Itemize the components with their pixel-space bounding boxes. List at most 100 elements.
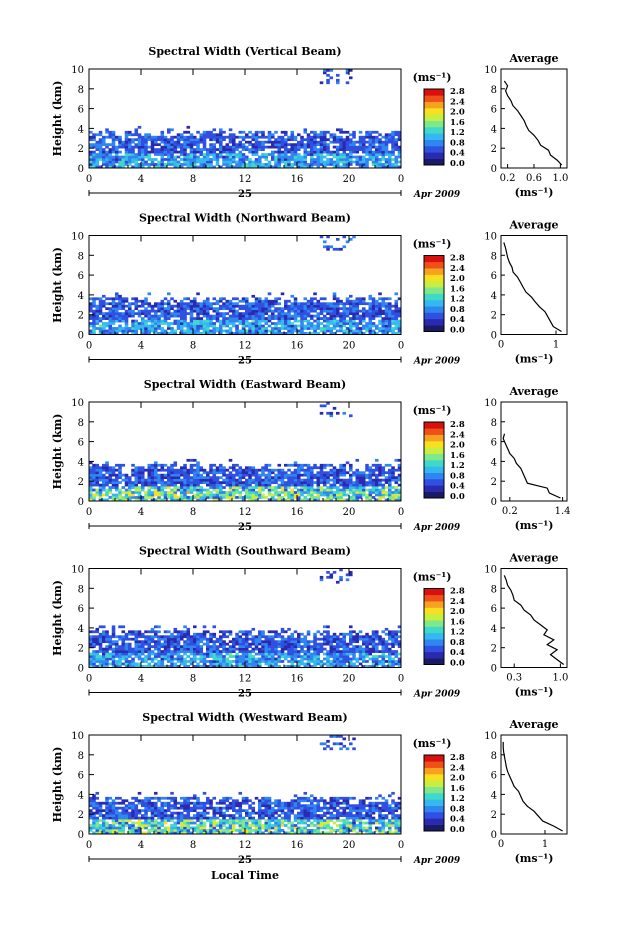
heatmap-cell: [254, 491, 259, 494]
heatmap-cell: [196, 461, 200, 465]
heatmap-cell: [280, 635, 285, 639]
heatmap-cell: [196, 493, 200, 497]
heatmap-cell: [345, 140, 350, 144]
heatmap-cell: [193, 299, 197, 303]
heatmap-cell: [258, 148, 262, 151]
heatmap-cell: [150, 324, 155, 328]
heatmap-cell: [267, 476, 272, 480]
heatmap-cell: [332, 496, 337, 499]
heatmap-cell: [319, 133, 324, 137]
heatmap-cell: [358, 471, 363, 475]
heatmap-cell: [267, 165, 272, 169]
heatmap-cell: [180, 163, 184, 166]
heatmap-cell: [176, 645, 181, 648]
heatmap-cell: [329, 327, 334, 330]
heatmap-cell: [345, 322, 350, 325]
heatmap-cell: [303, 496, 308, 499]
heatmap-cell: [277, 155, 282, 159]
heatmap-cell: [212, 314, 217, 318]
heatmap-cell: [397, 642, 402, 646]
heatmap-cell: [245, 312, 249, 315]
heatmap-cell: [378, 466, 382, 470]
heatmap-cell: [118, 150, 122, 154]
heatmap-cell: [287, 655, 291, 658]
heatmap-cell: [238, 307, 243, 311]
heatmap-cell: [118, 297, 122, 301]
heatmap-cell: [375, 327, 379, 330]
heatmap-cell: [160, 491, 165, 494]
heatmap-cell: [157, 160, 161, 164]
heatmap-cell: [111, 140, 116, 144]
heatmap-cell: [358, 493, 363, 497]
heatmap-cell: [362, 307, 366, 311]
heatmap-cell: [316, 163, 321, 166]
heatmap-cell: [157, 322, 161, 325]
heatmap-cell: [241, 317, 246, 320]
heatmap-cell: [154, 466, 158, 470]
heatmap-cell: [219, 498, 223, 502]
heatmap-cell: [326, 145, 330, 149]
heatmap-cell: [261, 652, 265, 656]
heatmap-cell: [95, 471, 100, 475]
heatmap-cell: [358, 314, 363, 318]
heatmap-cell: [144, 133, 148, 137]
heatmap-cell: [147, 314, 152, 318]
heatmap-cell: [134, 637, 139, 641]
heatmap-cell: [121, 463, 126, 467]
heatmap-cell: [290, 317, 295, 320]
heatmap-cell: [92, 327, 96, 330]
heatmap-cell: [241, 645, 246, 648]
heatmap-cell: [323, 140, 327, 144]
heatmap-cell: [238, 314, 243, 318]
heatmap-cell: [368, 491, 373, 494]
heatmap-cell: [131, 319, 135, 323]
heatmap-cell: [141, 317, 145, 320]
heatmap-cell: [323, 317, 327, 320]
heatmap-cell: [384, 650, 389, 653]
y-tick-label: 4: [78, 124, 84, 135]
heatmap-cell: [186, 491, 191, 494]
heatmap-cell: [319, 145, 324, 149]
heatmap-cell: [391, 640, 395, 644]
heatmap-cell: [388, 655, 392, 658]
heatmap-cell: [235, 319, 239, 323]
colorbar-swatch: [424, 261, 444, 269]
heatmap-cell: [297, 491, 301, 494]
heatmap-cell: [397, 662, 402, 666]
heatmap-cell: [254, 140, 259, 144]
heatmap-cell: [137, 630, 142, 634]
heatmap-cell: [167, 138, 171, 142]
heatmap-cell: [323, 481, 327, 484]
heatmap-cell: [215, 660, 220, 663]
heatmap-cell: [167, 292, 171, 296]
heatmap-cell: [274, 642, 278, 646]
heatmap-cell: [147, 483, 152, 487]
heatmap-cell: [206, 130, 210, 134]
heatmap-cell: [303, 297, 308, 301]
heatmap-cell: [131, 309, 135, 313]
heatmap-cell: [95, 163, 100, 166]
heatmap-cell: [111, 150, 116, 154]
heatmap-cell: [342, 332, 347, 335]
heatmap-cell: [105, 153, 109, 156]
heatmap-cell: [280, 645, 285, 648]
heatmap-cell: [89, 640, 93, 644]
heatmap-cell: [306, 153, 311, 156]
heatmap-cell: [342, 138, 347, 142]
heatmap-cell: [186, 481, 191, 484]
heatmap-cell: [362, 317, 366, 320]
heatmap-cell: [176, 488, 181, 492]
heatmap-cell: [349, 140, 353, 144]
heatmap-cell: [336, 650, 340, 653]
heatmap-cell: [147, 652, 152, 656]
heatmap-cell: [355, 632, 360, 636]
heatmap-cell: [111, 468, 116, 472]
heatmap-cell: [170, 304, 174, 308]
heatmap-cell: [287, 660, 291, 663]
heatmap-cell: [128, 143, 132, 147]
heatmap-cell: [193, 632, 197, 636]
heatmap-cell: [355, 302, 360, 306]
heatmap-cell: [274, 635, 278, 639]
heatmap-cell: [193, 302, 197, 306]
heatmap-cell: [316, 491, 321, 494]
